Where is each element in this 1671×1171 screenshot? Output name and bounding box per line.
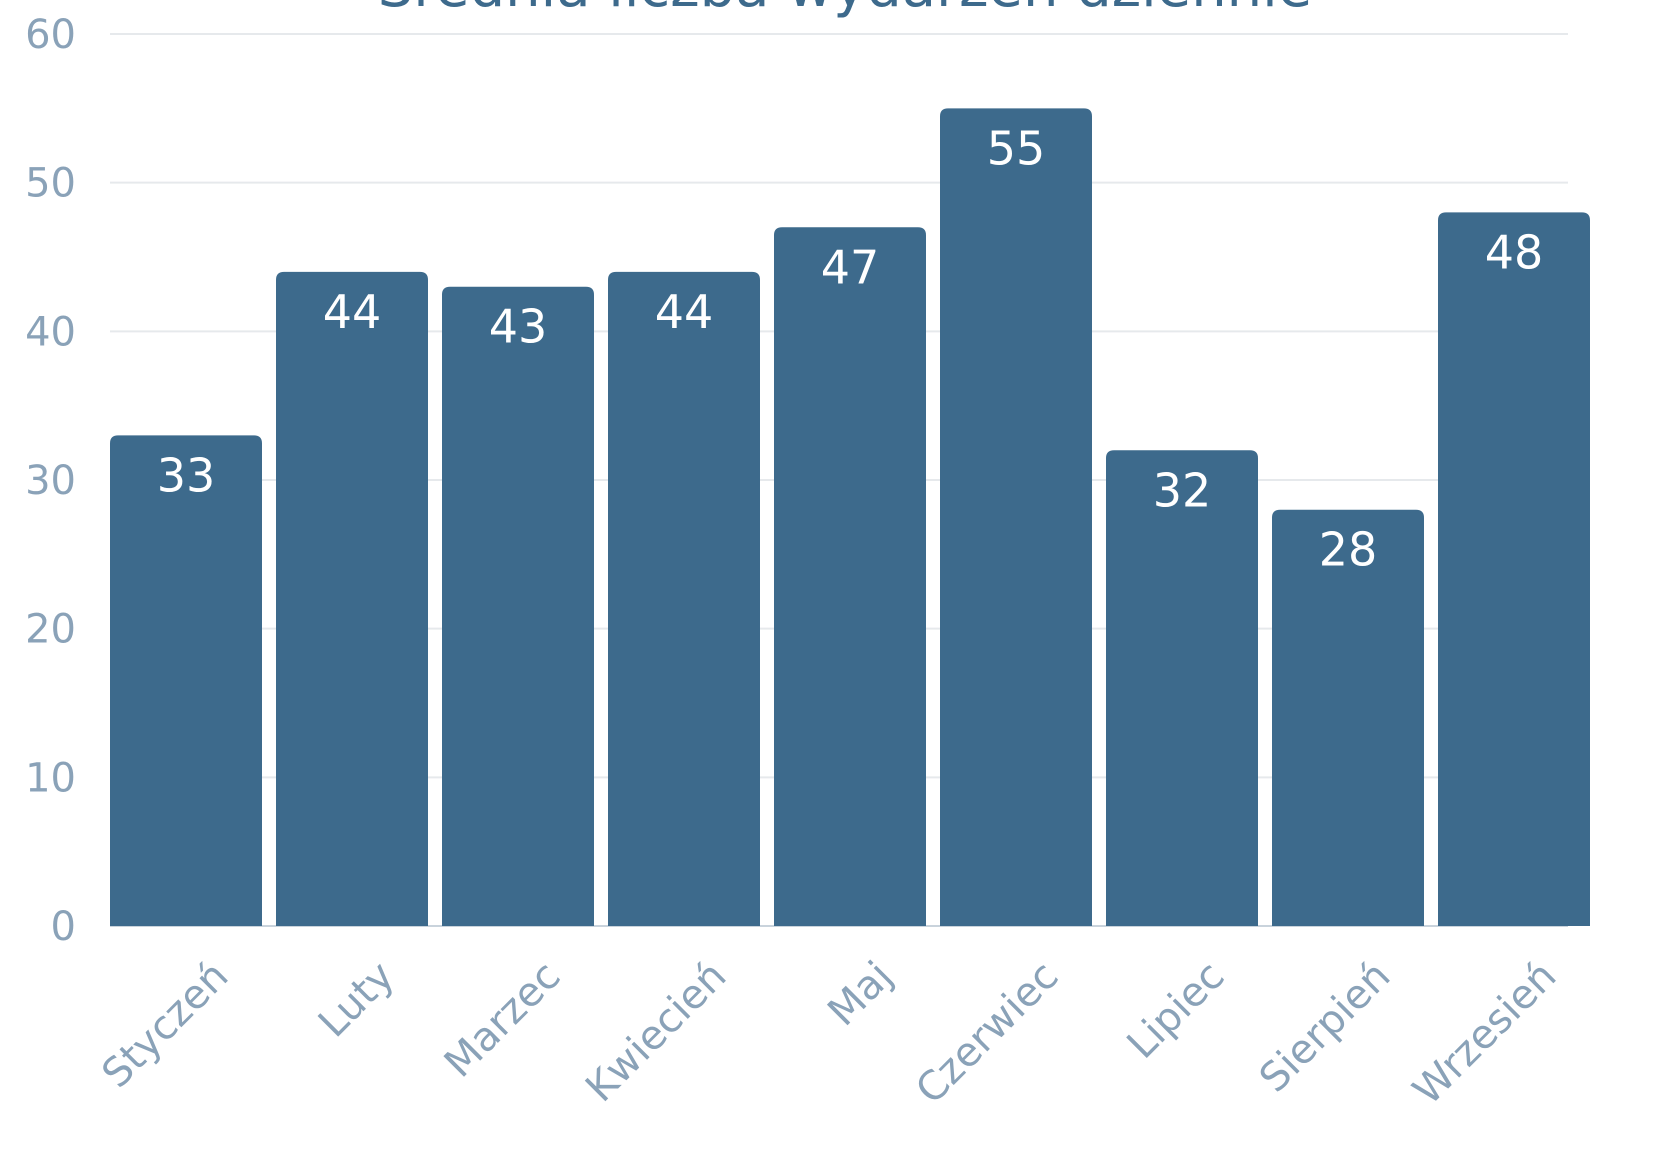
value-labels: 33 44 43 44 47 55 32 28 48	[157, 121, 1544, 576]
x-tick-label: Marzec	[436, 953, 570, 1087]
y-tick-label: 40	[25, 309, 76, 355]
y-tick-label: 60	[25, 12, 76, 58]
value-label: 43	[489, 300, 548, 354]
x-tick-label: Luty	[310, 953, 404, 1047]
bar-lipiec	[1106, 450, 1258, 926]
y-tick-label: 20	[25, 607, 76, 653]
bar-luty	[276, 271, 428, 926]
value-label: 32	[1153, 463, 1212, 517]
y-tick-label: 10	[25, 755, 76, 801]
value-label: 55	[987, 121, 1046, 175]
bar-wrzesień	[1438, 212, 1590, 926]
bars	[110, 108, 1590, 927]
value-label: 28	[1319, 523, 1378, 577]
bar-maj	[774, 227, 926, 926]
bar-sierpień	[1272, 509, 1424, 926]
x-tick-label: Wrzesień	[1404, 953, 1565, 1114]
x-tick-label: Czerwiec	[907, 953, 1067, 1113]
x-tick-label: Maj	[819, 953, 901, 1035]
value-label: 48	[1485, 225, 1544, 279]
x-tick-label: Lipiec	[1119, 953, 1234, 1068]
y-tick-label: 50	[25, 161, 76, 207]
x-tick-label: Styczeń	[93, 953, 237, 1097]
bar-czerwiec	[940, 108, 1092, 927]
bar-marzec	[442, 286, 594, 926]
y-axis: 0 10 20 30 40 50 60	[25, 12, 76, 950]
bar-styczeń	[110, 435, 262, 926]
x-tick-label: Sierpień	[1251, 953, 1400, 1102]
y-tick-label: 0	[51, 904, 76, 950]
value-label: 44	[323, 285, 382, 339]
value-label: 33	[157, 448, 216, 502]
x-axis: Styczeń Luty Marzec Kwiecień Maj Czerwiec Lipi…	[93, 953, 1565, 1114]
y-tick-label: 30	[25, 458, 76, 504]
bar-kwiecień	[608, 271, 760, 926]
value-label: 44	[655, 285, 714, 339]
value-label: 47	[821, 240, 880, 294]
x-tick-label: Kwiecień	[577, 953, 735, 1111]
chart-title: Średnia liczba wydarzeń dziennie	[378, 0, 1312, 20]
